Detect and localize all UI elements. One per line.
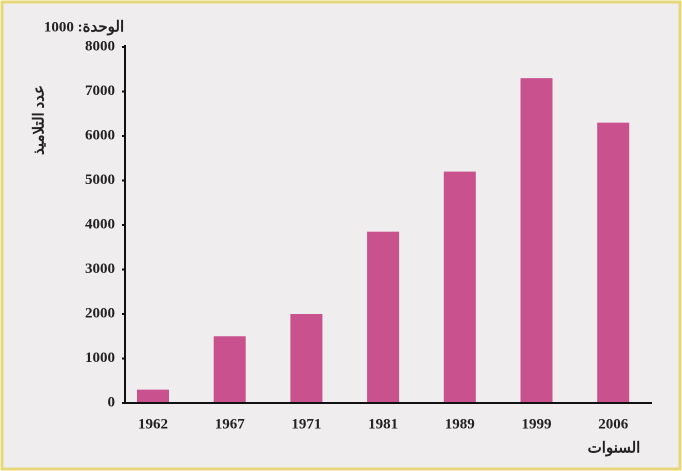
bar — [137, 389, 169, 403]
bar — [520, 78, 553, 404]
y-axis-label: عدد التلاميذ — [31, 85, 47, 155]
y-tick-label: 6000 — [85, 127, 115, 143]
y-tick-label: 8000 — [85, 38, 115, 54]
y-tick-label: 4000 — [85, 216, 115, 232]
y-tick-label: 2000 — [85, 305, 115, 321]
bar — [597, 122, 630, 404]
x-tick-label: 1967 — [215, 416, 246, 432]
x-tick-label: 1962 — [138, 416, 168, 432]
bar — [443, 171, 476, 403]
y-tick-label: 3000 — [85, 261, 115, 277]
y-tick-label: 5000 — [85, 172, 115, 188]
x-tick-label: 1999 — [522, 416, 552, 432]
x-tick-label: 1971 — [291, 416, 321, 432]
bar — [367, 231, 400, 403]
unit-label: الوحدة: 1000 — [44, 19, 124, 35]
x-axis-label: السنوات — [588, 440, 641, 456]
y-tick-label: 0 — [108, 394, 116, 410]
x-tick-label: 1989 — [445, 416, 475, 432]
y-tick-label: 1000 — [85, 350, 115, 366]
x-tick-label: 2006 — [598, 416, 629, 432]
x-tick-label: 1981 — [368, 416, 398, 432]
bar — [213, 336, 246, 403]
bar — [290, 314, 323, 403]
y-tick-label: 7000 — [85, 83, 115, 99]
